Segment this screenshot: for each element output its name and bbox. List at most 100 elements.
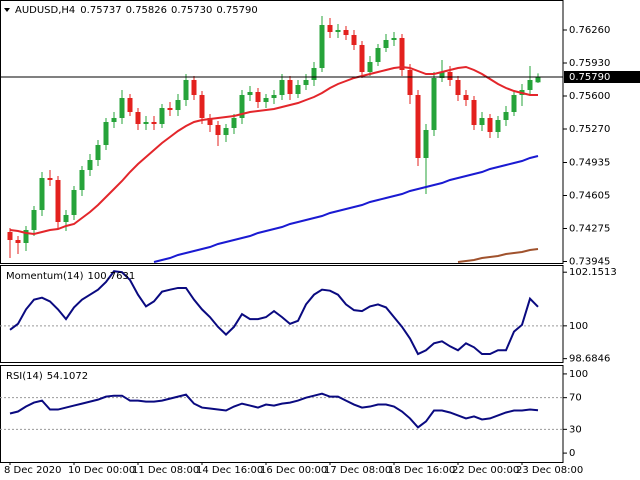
y-tick-label: 0.73945 <box>569 257 610 268</box>
indicator-name: Momentum(14) <box>6 271 84 282</box>
candle-body <box>223 128 229 135</box>
candle-body <box>303 80 309 85</box>
low-label: 0.75730 <box>171 5 212 16</box>
candle-body <box>423 130 429 158</box>
candle-body <box>55 180 61 222</box>
candle-body <box>111 118 117 122</box>
candle-body <box>279 80 285 95</box>
candle-body <box>103 122 109 145</box>
x-tick-label: 8 Dec 2020 <box>4 465 62 476</box>
candle-body <box>495 120 501 132</box>
moving-average <box>9 65 538 236</box>
x-tick-label: 16 Dec 00:00 <box>260 465 327 476</box>
pane-frame <box>0 0 564 264</box>
candle-body <box>455 80 461 95</box>
candle-body <box>231 118 237 128</box>
y-tick-label: 102.1513 <box>569 267 617 278</box>
candle-body <box>207 118 213 125</box>
candle-body <box>143 122 149 124</box>
candle-body <box>215 125 221 135</box>
candle-body <box>7 232 13 240</box>
close-label: 0.75790 <box>216 5 257 16</box>
candle-body <box>135 112 141 124</box>
pane-frame <box>0 265 564 363</box>
candle-body <box>367 62 373 72</box>
candle-body <box>79 170 85 190</box>
y-tick-label: 98.6846 <box>569 354 610 365</box>
candle-body <box>311 68 317 80</box>
x-tick-label: 22 Dec 00:00 <box>452 465 519 476</box>
candle-body <box>351 35 357 45</box>
candle-body <box>271 95 277 98</box>
indicator-line <box>9 392 539 429</box>
current-price-box <box>564 71 640 83</box>
candle-body <box>175 100 181 110</box>
candle-body <box>527 80 533 90</box>
candle-body <box>167 108 173 110</box>
y-tick-label: 0.75930 <box>569 58 610 69</box>
candle-body <box>183 80 189 100</box>
candle-body <box>159 108 165 124</box>
indicator-name: RSI(14) <box>6 371 43 382</box>
y-tick-label: 0.76260 <box>569 25 610 36</box>
x-tick-label: 11 Dec 08:00 <box>132 465 199 476</box>
moving-average <box>457 248 539 263</box>
candle-body <box>399 38 405 70</box>
indicator-header: Momentum(14) 100.7631 <box>6 271 135 282</box>
x-tick-label: 23 Dec 08:00 <box>516 465 583 476</box>
candle-body <box>239 95 245 118</box>
candle-body <box>15 240 21 243</box>
candle-body <box>415 95 421 158</box>
candle-body <box>447 72 453 80</box>
candle-body <box>119 98 125 118</box>
candle-body <box>39 178 45 210</box>
candle-body <box>327 25 333 32</box>
candle-body <box>383 40 389 48</box>
indicator-line <box>9 270 539 356</box>
candle-body <box>247 92 253 95</box>
y-tick-label: 0.75270 <box>569 124 610 135</box>
y-tick-label: 0.74275 <box>569 224 610 235</box>
candle-body <box>71 190 77 215</box>
candle-body <box>263 98 269 102</box>
candle-body <box>511 95 517 112</box>
candle-body <box>127 98 133 112</box>
candle-body <box>31 210 37 230</box>
x-tick-label: 17 Dec 08:00 <box>324 465 391 476</box>
menu-icon[interactable] <box>4 8 10 12</box>
y-tick-label: 0.74935 <box>569 158 610 169</box>
x-tick-label: 10 Dec 00:00 <box>68 465 135 476</box>
pane-frame <box>0 365 564 463</box>
candle-body <box>343 30 349 35</box>
candle-body <box>503 112 509 120</box>
candle-body <box>47 178 53 180</box>
y-tick-label: 30 <box>569 424 582 435</box>
candle-body <box>391 38 397 40</box>
candle-body <box>439 72 445 78</box>
current-price-label: 0.75790 <box>569 72 610 83</box>
candle-body <box>359 45 365 72</box>
indicator-value: 100.7631 <box>88 271 136 282</box>
x-tick-label: 18 Dec 16:00 <box>388 465 455 476</box>
candle-body <box>199 95 205 118</box>
x-tick-label: 14 Dec 16:00 <box>196 465 263 476</box>
open-label: 0.75737 <box>80 5 121 16</box>
indicator-value: 54.1072 <box>47 371 88 382</box>
high-label: 0.75826 <box>126 5 167 16</box>
candle-body <box>87 160 93 170</box>
candle-body <box>471 100 477 125</box>
y-tick-label: 70 <box>569 393 582 404</box>
candle-body <box>151 122 157 124</box>
y-tick-label: 100 <box>569 369 588 380</box>
indicator-header: RSI(14) 54.1072 <box>6 371 88 382</box>
candle-body <box>335 30 341 32</box>
y-tick-label: 0.75600 <box>569 91 610 102</box>
candle-body <box>479 118 485 125</box>
candle-body <box>431 78 437 130</box>
moving-average <box>153 155 539 263</box>
candle-body <box>487 118 493 132</box>
candle-body <box>375 48 381 62</box>
candle-body <box>191 80 197 95</box>
